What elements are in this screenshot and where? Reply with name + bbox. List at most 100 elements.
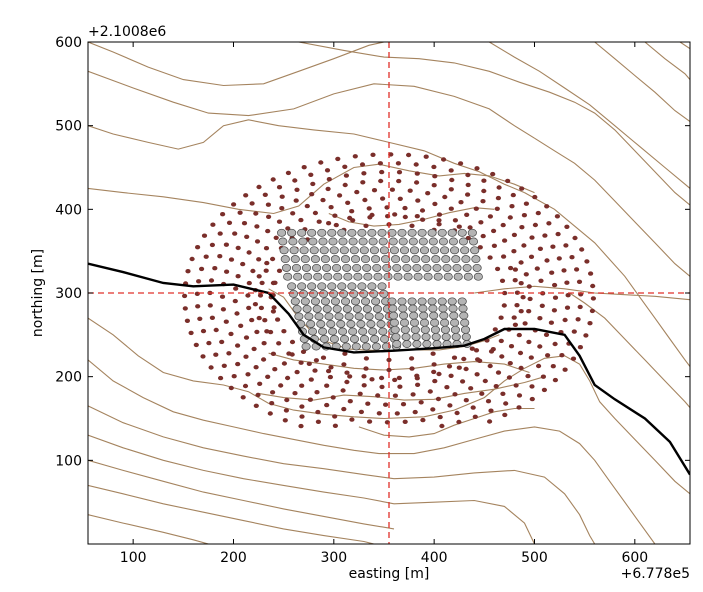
outer-point xyxy=(477,245,483,250)
outer-point xyxy=(418,400,424,405)
inner-point xyxy=(402,263,412,272)
inner-point xyxy=(393,272,403,281)
outer-point xyxy=(195,245,201,250)
outer-point xyxy=(523,272,529,277)
outer-point xyxy=(316,219,322,224)
inner-point xyxy=(344,312,354,321)
outer-point xyxy=(389,187,395,192)
inner-point xyxy=(438,304,448,313)
outer-point xyxy=(448,187,454,192)
x-tick-label: 500 xyxy=(521,550,548,566)
outer-point xyxy=(234,311,240,316)
outer-point xyxy=(556,256,562,261)
outer-point xyxy=(240,261,246,267)
inner-point xyxy=(317,282,327,291)
inner-point xyxy=(417,228,427,237)
inner-point xyxy=(307,282,317,291)
outer-point xyxy=(206,340,212,346)
outer-point xyxy=(220,307,226,312)
inner-point xyxy=(458,237,468,246)
outer-point xyxy=(432,201,438,207)
inner-point xyxy=(443,272,453,281)
outer-point xyxy=(563,243,569,248)
outer-point xyxy=(332,213,338,218)
x-tick-label: 200 xyxy=(220,550,247,566)
inner-point xyxy=(447,228,457,237)
inner-point xyxy=(330,297,340,306)
inner-point xyxy=(328,327,338,336)
outer-point xyxy=(275,317,281,322)
outer-point xyxy=(285,226,291,231)
outer-point xyxy=(294,369,300,375)
outer-point xyxy=(315,409,321,415)
inner-point xyxy=(318,327,328,336)
outer-point xyxy=(254,224,260,229)
inner-point xyxy=(427,228,437,237)
inner-point xyxy=(308,237,318,246)
inner-point xyxy=(457,297,467,306)
contour-line xyxy=(594,42,690,122)
outer-point xyxy=(285,375,291,381)
outer-point xyxy=(528,254,535,259)
outer-point xyxy=(326,221,332,226)
inner-point xyxy=(294,312,304,321)
inner-point xyxy=(409,311,419,320)
outer-point xyxy=(330,395,336,400)
inner-point xyxy=(448,304,458,313)
outer-point xyxy=(400,402,407,407)
outer-point xyxy=(402,419,408,424)
outer-point xyxy=(414,376,420,381)
outer-point xyxy=(254,239,261,244)
inner-point xyxy=(329,335,339,343)
outer-point xyxy=(527,296,533,302)
outer-point xyxy=(324,402,330,408)
outer-point xyxy=(463,398,469,403)
outer-point xyxy=(478,220,484,225)
outer-point xyxy=(414,214,420,219)
outer-point xyxy=(396,178,402,184)
outer-point xyxy=(490,171,496,177)
outer-point xyxy=(482,378,488,384)
inner-point xyxy=(346,320,356,328)
inner-point xyxy=(370,335,380,343)
outer-point xyxy=(507,215,513,220)
outer-point xyxy=(246,305,252,311)
outer-point xyxy=(249,317,255,323)
outer-point xyxy=(284,397,290,403)
y-offset-label: +2.1008e6 xyxy=(88,24,166,40)
outer-point xyxy=(308,172,314,177)
outer-point xyxy=(448,168,454,173)
outer-point xyxy=(242,383,249,389)
inner-point xyxy=(437,297,447,306)
outer-point xyxy=(259,280,265,286)
outer-point xyxy=(347,374,353,379)
inner-point xyxy=(421,255,431,264)
outer-point xyxy=(213,327,219,333)
outer-point xyxy=(251,346,257,352)
outer-point xyxy=(358,409,364,415)
inner-point xyxy=(447,297,457,306)
outer-point xyxy=(577,345,584,350)
outer-point xyxy=(359,162,366,167)
outer-point xyxy=(543,332,550,337)
y-tick-label: 400 xyxy=(55,202,82,218)
outer-point xyxy=(298,360,304,365)
inner-point xyxy=(329,289,339,298)
outer-point xyxy=(518,309,524,314)
outer-point xyxy=(378,178,384,184)
inner-point xyxy=(356,320,366,328)
contour-line xyxy=(679,42,690,50)
outer-point xyxy=(256,184,262,190)
outer-point xyxy=(498,338,504,344)
outer-point xyxy=(299,414,305,419)
inner-point xyxy=(298,289,309,298)
outer-point xyxy=(407,188,413,193)
outer-point xyxy=(370,152,376,157)
inner-point xyxy=(327,228,337,237)
outer-point xyxy=(473,206,479,211)
inner-point xyxy=(290,297,300,306)
outer-point xyxy=(232,298,238,304)
outer-point xyxy=(363,356,369,361)
outer-point xyxy=(313,358,319,363)
outer-point xyxy=(431,183,437,188)
